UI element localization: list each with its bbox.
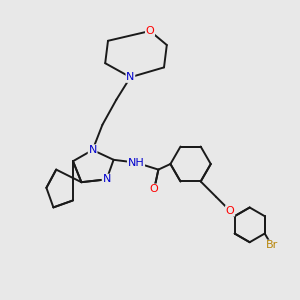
Text: O: O xyxy=(226,206,235,216)
Text: O: O xyxy=(146,26,154,36)
Text: O: O xyxy=(150,184,159,194)
Text: N: N xyxy=(88,145,97,155)
Text: N: N xyxy=(102,174,111,184)
Text: NH: NH xyxy=(128,158,144,168)
Text: Br: Br xyxy=(266,240,278,250)
Text: N: N xyxy=(126,72,135,82)
